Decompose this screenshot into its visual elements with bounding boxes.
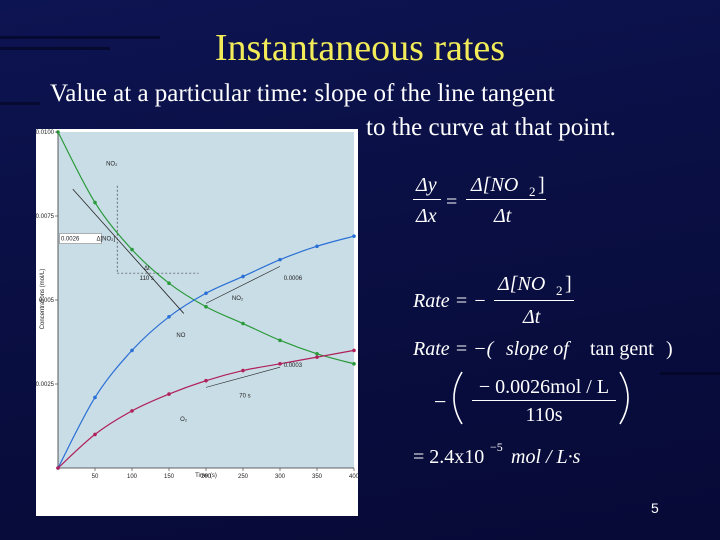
data-point-o2 [241,368,245,373]
data-point-no2 [56,130,60,134]
fraction-bar [472,400,616,401]
data-point-no [167,315,171,319]
concentration-chart: 0.0026 Δ[NO₂] Δt 110 s 0.0006 NO₂ 0.0003 70 s NO… [36,130,358,480]
y-tick-label: 0.0100 [36,130,55,136]
o2-curve-label: O₂ [180,417,188,423]
no2-tangent-line [72,188,185,314]
x-axis-label: Time (s) [195,473,217,479]
data-point-no2 [352,362,356,366]
result-prefix: = 2.4x10 [413,446,485,468]
no2-tangent-tag: NO₂ [232,296,244,302]
chart-annotations: 0.0026 Δ[NO₂] Δt 110 s 0.0006 NO₂ 0.0003 70 s NO… [59,162,303,423]
delta-box [59,233,102,244]
background-streak [660,372,720,375]
data-point-o2 [278,362,282,366]
y-tick-label: 0.005 [39,298,55,304]
no2-subscript: 2 [529,184,536,199]
background-streak [0,102,40,105]
delta-no2-value: 0.0026 [61,237,80,243]
tangent-word: tan gent [590,338,654,360]
x-tick-label: 350 [312,474,323,480]
data-point-o2 [167,392,171,396]
x-tick-label: 400 [349,474,358,480]
x-tick-label: 300 [275,474,286,480]
data-point-no [278,257,282,262]
data-point-no2 [204,304,208,309]
data-point-no [204,291,208,296]
slope-of: slope of [506,338,569,360]
delta-no2-label: Δ[NO₂] [96,237,115,243]
definition-line-2: to the curve at that point. [366,114,616,141]
chart-ticks: 50 100 150 200 250 300 350 400 0.0025 0.005 0.0075… [36,130,358,480]
denominator: 110s [525,404,563,426]
data-point-no [93,395,97,400]
dt-symbol: Δt [494,205,512,227]
data-point-o2 [93,432,97,437]
page-number: 5 [651,500,659,516]
slide-title: Instantaneous rates [214,27,506,69]
paren-close: ) [666,338,673,360]
data-point-o2 [352,348,356,353]
fraction-bar [413,199,441,200]
data-point-o2 [204,378,208,383]
data-point-no2 [241,321,245,326]
fraction-bar [494,300,574,301]
delta-t-value: 110 s [140,276,154,282]
data-point-no2 [278,338,282,343]
no2-curve-label: NO₂ [106,162,118,168]
dy-symbol: Δy [416,174,437,196]
bracket-close: ] [565,273,572,295]
dx-symbol: Δx [416,205,437,227]
data-point-o2 [315,355,319,359]
y-axis-label: Concentrations (mol/L) [40,269,46,330]
data-point-no2 [315,351,319,356]
concentration-time-figure: 0.0026 Δ[NO₂] Δt 110 s 0.0006 NO₂ 0.0003 70 s NO… [36,129,358,516]
o2-tangent-line [205,366,281,388]
no-curve-label: NO [176,333,185,339]
data-point-no2 [130,247,134,252]
chart-series [56,130,356,470]
bracket-close: ] [538,174,545,196]
rate-lhs: Rate = − [413,290,487,312]
dt-symbol: Δt [523,306,541,328]
data-point-no [241,274,245,279]
data-point-o2 [56,466,60,470]
background-streak [0,36,160,39]
data-point-no [130,348,134,353]
result-exponent: −5 [490,440,503,454]
result-unit: mol / L·s [511,446,581,468]
data-point-no2 [167,281,171,285]
y-tick-label: 0.0025 [36,382,55,388]
delta-t-label: Δt [144,266,150,272]
rate-slope-lhs: Rate = −( [413,338,494,360]
numerator: − 0.0026mol / L [478,376,610,398]
y-tick-label: 0.0075 [36,214,55,220]
plot-background [58,132,354,468]
no2-subscript: 2 [556,283,563,298]
x-tick-label: 200 [201,474,212,480]
x-tick-label: 250 [238,474,249,480]
definition-line-1: Value at a particular time: slope of the… [50,80,555,107]
data-point-o2 [130,409,134,413]
equals-sign: = [446,191,458,213]
delta-no2: Δ[NO [471,174,519,196]
x-tick-label: 50 [92,474,99,480]
data-point-no [352,234,356,238]
delta-no2: Δ[NO [498,273,546,295]
data-point-no [315,244,319,249]
o2-tangent-dt: 70 s [239,393,250,399]
x-tick-label: 150 [164,474,175,480]
o2-tangent-value: 0.0003 [284,363,303,369]
data-point-no2 [93,200,97,205]
fraction-bar [466,199,546,200]
negative-sign: − [434,389,447,414]
no-tangent-value: 0.0006 [284,276,303,282]
x-tick-label: 100 [127,474,138,480]
background-streak [0,47,110,50]
no-tangent-line [205,266,281,304]
